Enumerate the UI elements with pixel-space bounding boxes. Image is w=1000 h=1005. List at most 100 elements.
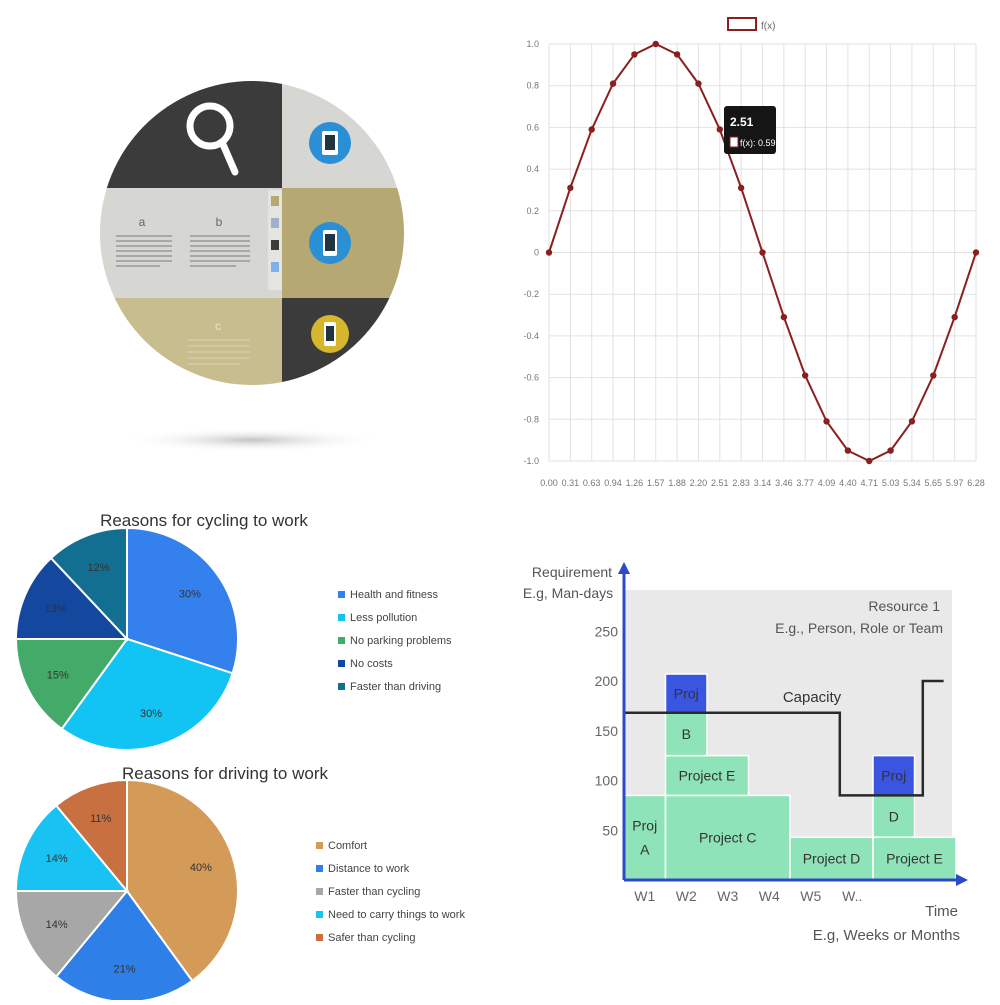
data-point [759,249,766,256]
gantt-block-label: Proj [881,768,906,784]
x-tick-label: 5.65 [925,478,943,488]
x-tick-label: 3.46 [775,478,793,488]
data-point [951,313,958,321]
resource-title: Resource 1 [868,598,940,614]
x-tick-label: 4.71 [860,478,878,488]
infographic-filler-text [116,235,250,267]
data-point [716,126,723,133]
slice-label: 14% [46,853,68,865]
x-axis-arrow [956,874,968,886]
gantt-block [789,836,874,881]
legend-swatch [316,865,323,872]
infographic-divider-dot [271,218,279,228]
data-point [823,418,830,425]
data-point [695,80,702,87]
tooltip-text: f(x): 0.59 [740,138,776,148]
sine-tooltip: 2.51 f(x): 0.59 [724,106,776,154]
data-point [887,447,894,454]
slice-label: 21% [114,964,136,976]
data-point [609,80,617,87]
infographic-divider-dot [271,240,279,250]
x-tick-label: 4.09 [818,478,836,488]
driving-pie-slices [14,778,239,1003]
driving-pie-legend: Comfort Distance to work Faster than cycli… [316,840,465,944]
gantt-block-label: B [682,726,691,742]
legend-swatch [316,842,323,849]
gantt-block [872,754,916,797]
y-tick-label: 200 [595,673,619,689]
data-point [972,249,980,256]
y-axis-label: Requirement [532,564,612,580]
capacity-y-ticks: 50 100 150 200 250 [595,623,619,838]
gantt-block-label: Project E [679,768,736,784]
legend-label: f(x) [761,21,775,32]
phone-icon [309,222,351,264]
infographic-panel: a b c [0,0,500,500]
driving-pie-labels: 40% 21% 14% 14% 11% [46,813,212,976]
data-point [930,372,937,379]
slice-label: 30% [140,708,162,720]
data-point [545,249,553,256]
data-point [844,447,852,454]
driving-pie-title: Reasons for driving to work [122,764,328,783]
x-tick-label: 3.77 [796,478,814,488]
legend-swatch [338,683,345,690]
legend-swatch [338,637,345,644]
x-tick-label: 1.57 [647,478,665,488]
legend-swatch [338,591,345,598]
legend-swatch [316,911,323,918]
x-axis-label: Time [925,903,958,920]
slice-label: 14% [46,919,68,931]
driving-pie-chart: Reasons for driving to work 40% 21% 14% 14%… [14,764,465,1003]
x-tick-label: 0.94 [604,478,622,488]
gantt-block [664,712,708,757]
legend-label: Comfort [328,840,367,852]
pie-slice [14,804,130,892]
x-tick-label: 1.26 [626,478,644,488]
x-tick-label: W1 [634,888,655,904]
y-tick-label: 0.4 [526,164,539,174]
gantt-block-label: Proj [674,685,699,701]
y-tick-label: 50 [602,822,618,838]
y-tick-label: 150 [595,723,619,739]
pie-slice [54,778,128,894]
x-tick-label: W5 [800,888,821,904]
legend-label: No costs [350,658,393,670]
y-axis-arrow [618,562,630,574]
x-tick-label: W3 [717,888,738,904]
y-tick-label: 0 [534,248,539,258]
cycling-pie-labels: 30% 30% 15% 13% 12% [45,562,201,720]
data-point [588,126,595,133]
gantt-block [664,794,791,881]
legend-swatch [338,660,345,667]
capacity-x-ticks: W1 W2 W3 W4 W5 W.. [634,888,862,904]
gantt-block-label: Project C [699,830,757,846]
sine-legend[interactable]: f(x) [727,17,775,32]
pie-slice [14,638,129,731]
x-tick-label: 2.83 [732,478,750,488]
infographic-segment-phone-yellow [282,298,404,385]
gantt-block [623,794,667,881]
capacity-label: Capacity [783,689,842,706]
x-tick-label: 2.20 [690,478,708,488]
legend-swatch [338,614,345,621]
resource-sublabel: E.g., Person, Role or Team [775,620,943,636]
data-point [737,184,745,192]
x-tick-label: W2 [676,888,697,904]
x-axis-sublabel: E.g, Weeks or Months [813,927,960,944]
tooltip-swatch [729,136,739,148]
sine-grid [548,43,977,462]
gantt-block [872,836,957,881]
infographic-segment-c [100,298,282,385]
x-tick-label: W4 [759,888,780,904]
y-tick-label: 0.6 [526,122,539,132]
pie-slice [60,637,234,751]
slice-label: 40% [190,862,212,874]
data-point [780,313,788,321]
infographic-filler-text [188,339,250,365]
data-point [802,372,809,379]
slice-label: 11% [90,813,111,825]
sine-chart: 1.0 0.8 0.6 0.4 0.2 0 -0.2 -0.4 -0.6 -0.8 -1.0 0.0… [523,17,985,488]
tablet-icon [309,122,351,164]
gantt-block-label: Project E [886,851,943,867]
